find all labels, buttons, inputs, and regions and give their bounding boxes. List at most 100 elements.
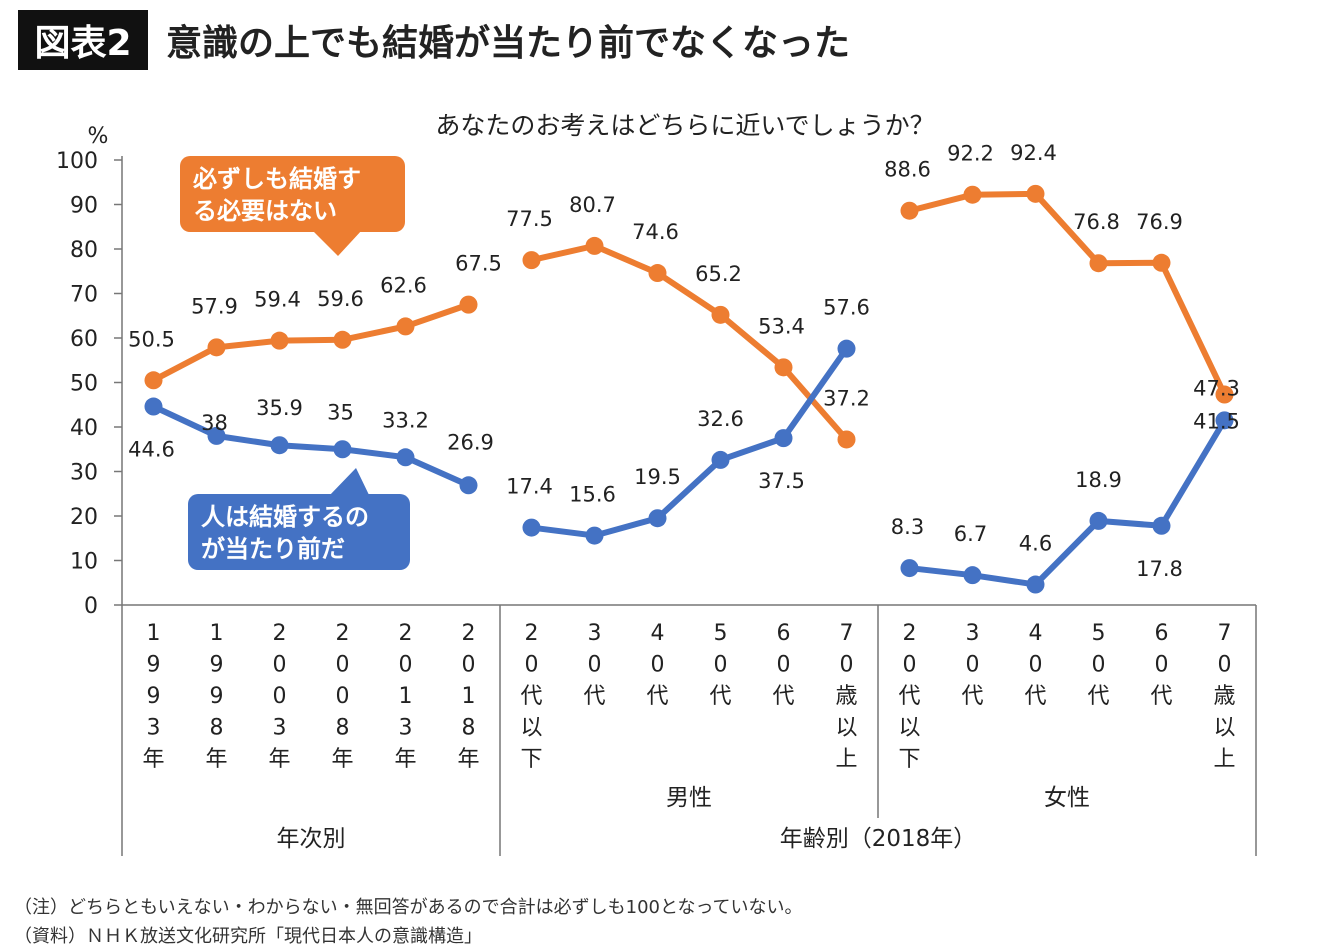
data-label: 59.4	[254, 288, 301, 312]
page-title: 意識の上でも結婚が当たり前でなくなった	[166, 23, 851, 64]
data-label: 17.4	[506, 475, 553, 499]
data-point	[837, 430, 856, 449]
data-point	[711, 305, 730, 324]
data-point	[459, 295, 478, 314]
data-point	[774, 429, 793, 448]
data-point	[144, 397, 163, 416]
y-axis-unit: %	[88, 124, 109, 149]
data-point	[396, 448, 415, 467]
series-line	[908, 190, 1228, 396]
data-label: 76.8	[1073, 210, 1120, 234]
series-line	[152, 403, 470, 489]
data-label: 76.9	[1136, 210, 1183, 234]
y-tick-label: 70	[70, 283, 98, 308]
data-point	[144, 371, 163, 390]
y-tick-label: 100	[56, 149, 98, 174]
data-label: 88.6	[884, 158, 931, 182]
data-point	[207, 338, 226, 357]
data-point	[1026, 575, 1045, 594]
y-tick-label: 0	[84, 594, 98, 619]
data-point	[1089, 511, 1108, 530]
data-point	[396, 317, 415, 336]
y-tick-label: 80	[70, 238, 98, 263]
data-point	[774, 358, 793, 377]
y-tick-label: 90	[70, 194, 98, 219]
data-label: 50.5	[128, 327, 175, 351]
line-chart: あなたのお考えはどちらに近いでしょうか？% 0 10 20 30 40 50 60 70 80 90…	[56, 111, 1257, 856]
data-label: 35.9	[256, 396, 303, 420]
data-label: 38	[201, 411, 228, 435]
data-label: 4.6	[1019, 532, 1052, 556]
data-point	[207, 426, 226, 445]
data-label: 80.7	[569, 193, 616, 217]
data-label: 6.7	[954, 522, 987, 546]
data-label: 92.4	[1010, 141, 1057, 165]
y-tick-label: 10	[70, 550, 98, 575]
group-label-age: 年齢別（2018年）	[780, 826, 977, 852]
group-sublabel-female: 女性	[1044, 785, 1090, 811]
data-label: 15.6	[569, 483, 616, 507]
data-point	[648, 264, 667, 283]
data-point	[270, 436, 289, 455]
data-point	[522, 518, 541, 537]
callout-label-line2: が当たり前だ	[201, 535, 345, 563]
callout-label-line2: る必要はない	[193, 197, 337, 225]
callout-pointer	[312, 230, 362, 256]
data-label: 57.9	[191, 294, 238, 318]
y-tick-label: 30	[70, 461, 98, 486]
data-label: 18.9	[1075, 468, 1122, 492]
y-tick-label: 60	[70, 327, 98, 352]
data-label: 35	[327, 400, 354, 424]
data-point	[585, 236, 604, 255]
data-label: 44.6	[128, 438, 175, 462]
data-point	[1026, 184, 1045, 203]
data-point	[333, 440, 352, 459]
series-line	[152, 301, 470, 383]
x-tick-label: 7 0 歳以上	[835, 621, 857, 772]
callout-label-line1: 必ずしも結婚す	[193, 165, 361, 193]
chart-title: あなたのお考えはどちらに近いでしょうか？	[435, 111, 934, 140]
figure-label: 図表2	[18, 10, 148, 70]
data-point	[1215, 411, 1234, 430]
y-tick-label: 40	[70, 416, 98, 441]
data-label: 74.6	[632, 220, 679, 244]
data-point	[900, 201, 919, 220]
data-label: 33.2	[382, 408, 429, 432]
data-point	[1089, 254, 1108, 273]
callout-bubble	[188, 494, 410, 570]
data-point	[900, 559, 919, 578]
series-line	[530, 242, 849, 442]
group-sublabel-male: 男性	[666, 785, 712, 811]
y-tick-label: 20	[70, 505, 98, 530]
data-label: 53.4	[758, 314, 805, 338]
data-point	[711, 450, 730, 469]
data-point	[1152, 516, 1171, 535]
data-point	[522, 251, 541, 270]
data-label: 26.9	[447, 430, 494, 454]
data-point	[333, 330, 352, 349]
data-label: 65.2	[695, 262, 742, 286]
group-label-year: 年次別	[277, 826, 346, 852]
data-point	[585, 526, 604, 545]
y-tick-label: 50	[70, 372, 98, 397]
data-label: 32.6	[697, 407, 744, 431]
data-label: 77.5	[506, 207, 553, 231]
data-point	[963, 566, 982, 585]
data-point	[1215, 385, 1234, 404]
data-point	[648, 509, 667, 528]
data-label: 17.8	[1136, 557, 1183, 581]
data-label: 67.5	[455, 252, 502, 276]
